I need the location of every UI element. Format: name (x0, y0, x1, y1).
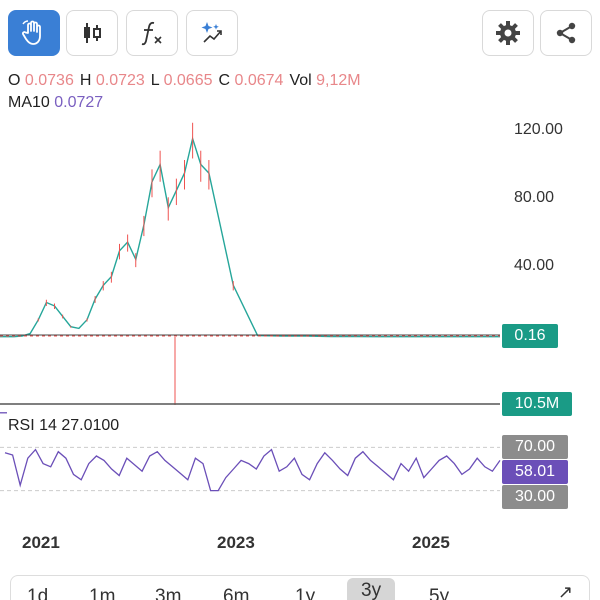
price-tick-80: 80.00 (514, 189, 555, 206)
open-value: 0.0736 (24, 72, 74, 89)
share-icon (556, 22, 576, 44)
rsi-series-layer (0, 412, 501, 492)
hand-pointer-button[interactable] (8, 10, 60, 56)
rsi-value-badge: 58.01 (502, 460, 568, 484)
price-chart[interactable] (0, 115, 600, 525)
last-price-badge: 0.16 (502, 324, 558, 348)
vol-label: Vol (289, 72, 312, 89)
vol-value: 9,12M (316, 72, 361, 89)
price-series-layer (0, 122, 500, 405)
range-1m[interactable]: 1m (89, 586, 116, 600)
rsi-series-line (4, 448, 501, 492)
date-label-2021: 2021 (22, 533, 60, 552)
close-value: 0.0674 (234, 72, 284, 89)
hand-icon (22, 20, 41, 45)
time-range-selector: 1d 1m 3m 6m 1y 3y 5y ↗ (10, 575, 590, 600)
candlestick-icon (84, 23, 101, 43)
low-value: 0.0665 (163, 72, 213, 89)
range-1y[interactable]: 1y (295, 586, 316, 600)
ohlc-readout: O 0.0736 H 0.0723 L 0.0665 C 0.0674 Vol 9,12… (8, 72, 367, 90)
share-button[interactable] (540, 10, 592, 56)
high-label: H (79, 72, 92, 89)
ma-readout: MA10 0.0727 (8, 94, 103, 112)
candlestick-button[interactable] (66, 10, 118, 56)
low-label: L (150, 72, 160, 89)
volume-badge: 10.5M (502, 392, 572, 416)
high-value: 0.0723 (95, 72, 145, 89)
open-label: O (8, 72, 21, 89)
gear-icon (496, 21, 520, 45)
price-tick-40: 40.00 (514, 257, 555, 274)
range-6m[interactable]: 6m (223, 586, 250, 600)
rsi-upper-badge: 70.00 (502, 435, 568, 459)
range-5y[interactable]: 5y (429, 586, 450, 600)
chart-toolbar (0, 0, 600, 66)
magic-sparkle-icon (201, 22, 222, 43)
ma-value: 0.0727 (54, 94, 104, 111)
price-tick-120: 120.00 (514, 121, 563, 138)
close-label: C (218, 72, 231, 89)
date-label-2023: 2023 (217, 533, 255, 552)
expand-icon[interactable]: ↗ (557, 582, 573, 600)
range-3m[interactable]: 3m (155, 586, 182, 600)
settings-button[interactable] (482, 10, 534, 56)
function-icon (141, 21, 162, 46)
ma-label: MA10 (8, 94, 50, 111)
range-1d[interactable]: 1d (27, 586, 49, 600)
price-series-line (0, 135, 500, 338)
date-label-2025: 2025 (412, 533, 450, 552)
rsi-lower-badge: 30.00 (502, 485, 568, 509)
magic-indicator-button[interactable] (186, 10, 238, 56)
function-button[interactable] (126, 10, 178, 56)
range-3y[interactable]: 3y (347, 578, 396, 600)
rsi-label: RSI 14 27.0100 (8, 417, 120, 435)
